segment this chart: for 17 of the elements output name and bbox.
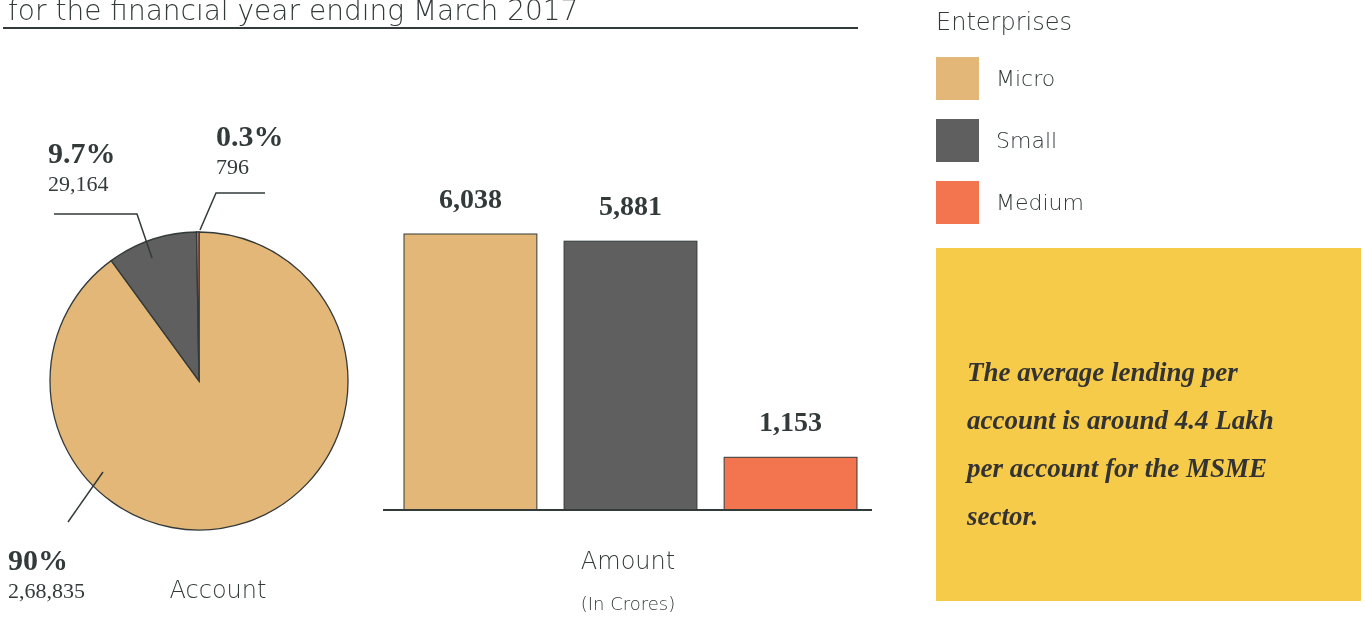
text: The average lending per account is around 4.4 Lakh per account for the MSME sector. — [967, 356, 1275, 533]
x-axis-title: Amount — [580, 547, 676, 575]
legend-label: Small — [996, 128, 1058, 153]
data-label: 2,68,835 — [8, 578, 85, 603]
text: 0.3% — [216, 119, 284, 152]
data-label: 1,153 — [759, 406, 823, 438]
text: 90% — [8, 543, 68, 576]
legend-label: Medium — [996, 190, 1084, 215]
data-label: 796 — [216, 154, 249, 179]
legend-label: Micro — [996, 66, 1056, 91]
text: (In Crores) — [580, 593, 676, 614]
data-label: 6,038 — [438, 183, 502, 214]
text: 9.7% — [48, 136, 116, 169]
data-label: 29,164 — [48, 171, 109, 196]
text: Account — [169, 576, 267, 604]
legend-title: Enterprises — [936, 8, 1072, 36]
data-label: 5,881 — [599, 190, 662, 222]
